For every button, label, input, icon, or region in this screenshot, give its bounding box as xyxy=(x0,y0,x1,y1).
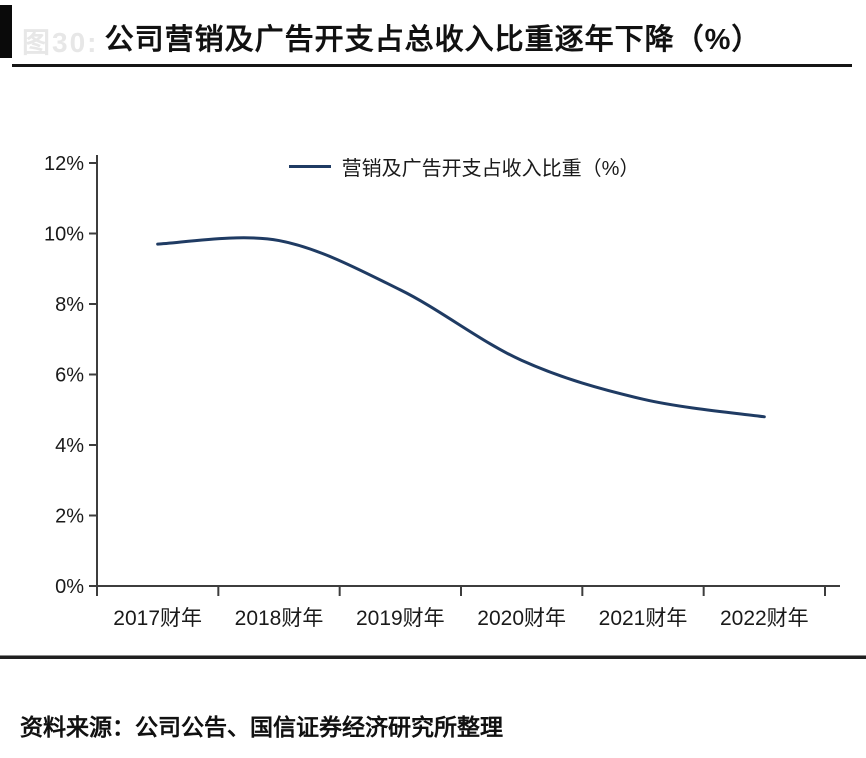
y-tick-label: 6% xyxy=(55,365,84,387)
chart-title-row: 图30: 公司营销及广告开支占总收入比重逐年下降（%） xyxy=(0,0,866,64)
x-tick-label: 2020财年 xyxy=(477,607,566,630)
y-tick-label: 10% xyxy=(44,224,84,246)
x-tick-label: 2018财年 xyxy=(235,607,324,630)
y-tick-label: 0% xyxy=(55,576,84,598)
x-tick-label: 2017财年 xyxy=(113,607,202,630)
page-title: 公司营销及广告开支占总收入比重逐年下降（%） xyxy=(104,24,762,56)
source-note: 资料来源：公司公告、国信证券经济研究所整理 xyxy=(20,714,503,740)
bottom-divider xyxy=(0,655,866,659)
series-line xyxy=(156,236,766,419)
title-underline xyxy=(12,64,852,67)
ghost-figure-number: 图30: xyxy=(22,27,99,58)
legend: 营销及广告开支占收入比重（%） xyxy=(98,153,830,180)
x-tick-label: 2021财年 xyxy=(599,607,688,630)
y-tick-label: 4% xyxy=(55,435,84,457)
left-edge-artifact-bar xyxy=(0,5,12,58)
line-chart-canvas: 0% 2% 4% 6% 8% 10% 12% 2017财年 2018财年 2019财年 2020财年… xyxy=(44,153,840,630)
y-tick-label: 2% xyxy=(55,506,84,528)
y-tick-label: 8% xyxy=(55,294,84,316)
legend-label: 营销及广告开支占收入比重（%） xyxy=(341,157,640,180)
x-tick-label: 2019财年 xyxy=(356,607,445,630)
legend-line-swatch xyxy=(288,164,331,168)
x-tick-label: 2022财年 xyxy=(720,607,809,630)
y-tick-label: 12% xyxy=(44,153,84,175)
